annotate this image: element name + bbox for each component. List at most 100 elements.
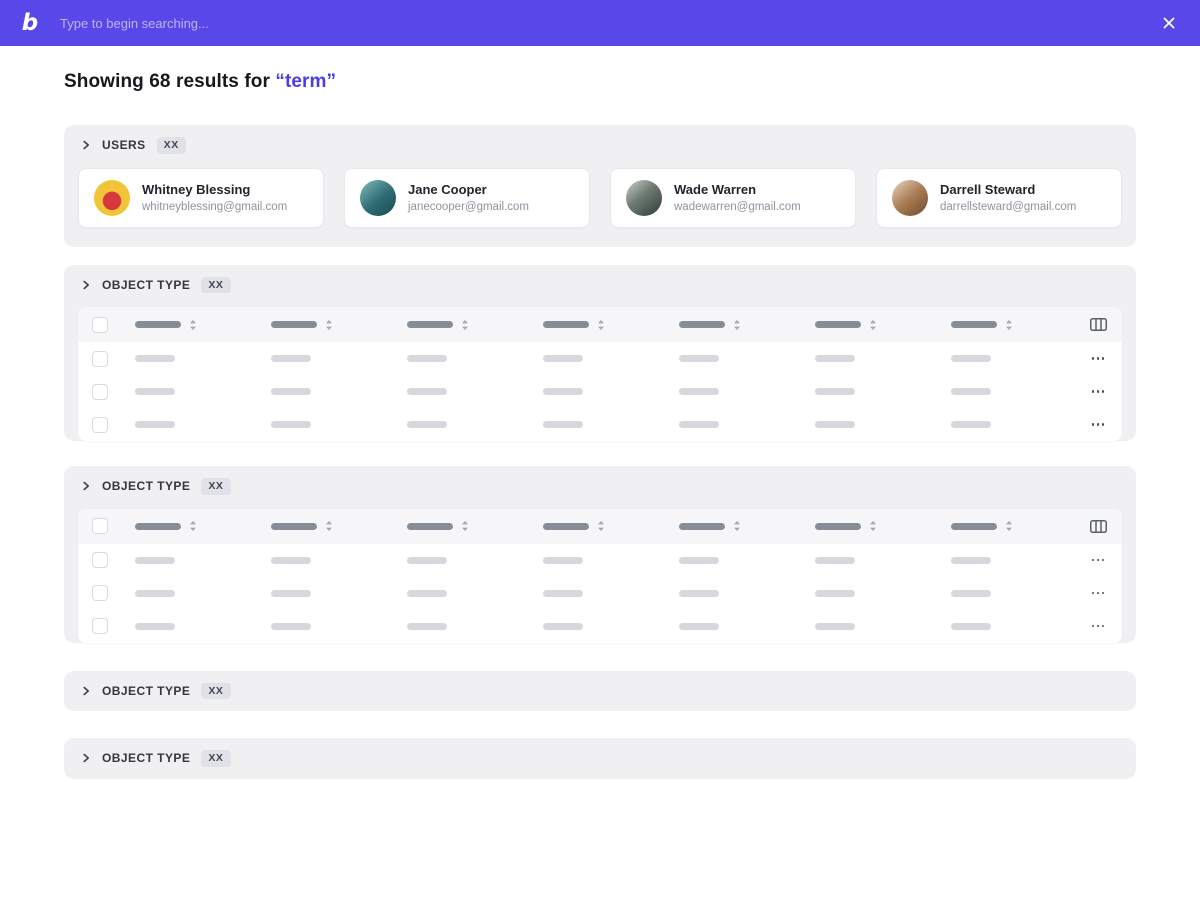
cell-placeholder <box>135 421 175 428</box>
table-row[interactable] <box>78 408 1122 441</box>
cell-placeholder <box>679 388 719 395</box>
user-card[interactable]: Whitney Blessing whitneyblessing@gmail.c… <box>78 167 324 228</box>
user-card-list: Whitney Blessing whitneyblessing@gmail.c… <box>64 166 1136 247</box>
table-row[interactable] <box>78 375 1122 408</box>
cell-placeholder <box>951 355 991 362</box>
user-name: Darrell Steward <box>940 182 1036 197</box>
column-header-placeholder <box>407 522 453 530</box>
section-users: USERS XX Whitney Blessing whitneyblessin… <box>64 125 1136 247</box>
cell-placeholder <box>543 355 583 362</box>
chevron-right-icon <box>83 686 89 696</box>
cell-placeholder <box>815 556 855 564</box>
sort-icon[interactable] <box>733 319 741 331</box>
sort-icon[interactable] <box>189 520 197 532</box>
user-card[interactable]: Darrell Steward darrellsteward@gmail.com <box>876 167 1122 228</box>
row-actions-button[interactable] <box>1088 353 1109 364</box>
column-header-placeholder <box>135 321 181 328</box>
section-object-type-2-header[interactable]: OBJECT TYPE XX <box>64 466 1136 507</box>
user-email: wadewarren@gmail.com <box>674 201 801 213</box>
row-checkbox[interactable] <box>92 552 108 568</box>
row-actions-button[interactable] <box>1088 419 1109 430</box>
cell-placeholder <box>679 355 719 362</box>
column-header-placeholder <box>679 522 725 530</box>
cell-placeholder <box>135 622 175 630</box>
select-all-checkbox[interactable] <box>92 316 108 333</box>
ellipsis-icon <box>1091 423 1105 426</box>
cell-placeholder <box>815 421 855 428</box>
table-header-row <box>78 508 1122 544</box>
search-input[interactable] <box>58 14 1140 32</box>
results-table <box>78 307 1122 441</box>
sort-icon[interactable] <box>869 520 877 532</box>
sort-icon[interactable] <box>1005 319 1013 331</box>
column-header-placeholder <box>135 522 181 530</box>
table-row[interactable] <box>78 609 1122 643</box>
sort-icon[interactable] <box>325 520 333 532</box>
cell-placeholder <box>543 421 583 428</box>
avatar <box>626 179 662 216</box>
ellipsis-icon <box>1091 591 1105 595</box>
cell-placeholder <box>951 388 991 395</box>
column-header-placeholder <box>815 321 861 328</box>
section-count-badge: XX <box>201 682 231 699</box>
row-actions-button[interactable] <box>1088 386 1109 397</box>
close-icon <box>1163 17 1175 29</box>
column-header-placeholder <box>679 321 725 328</box>
cell-placeholder <box>271 421 311 428</box>
user-card[interactable]: Wade Warren wadewarren@gmail.com <box>610 167 856 228</box>
sort-icon[interactable] <box>597 319 605 331</box>
row-actions-button[interactable] <box>1088 621 1109 632</box>
sort-icon[interactable] <box>597 520 605 532</box>
section-count-badge: XX <box>201 276 231 293</box>
user-card[interactable]: Jane Cooper janecooper@gmail.com <box>344 167 590 228</box>
select-all-checkbox[interactable] <box>92 518 108 534</box>
table-row[interactable] <box>78 576 1122 610</box>
cell-placeholder <box>407 355 447 362</box>
row-checkbox[interactable] <box>92 350 108 367</box>
table-columns-icon <box>1089 519 1107 533</box>
sort-icon[interactable] <box>869 319 877 331</box>
column-settings-button[interactable] <box>1086 314 1111 335</box>
cell-placeholder <box>135 388 175 395</box>
topbar: b <box>0 0 1200 46</box>
chevron-right-icon <box>83 140 89 150</box>
sort-icon[interactable] <box>461 319 469 331</box>
cell-placeholder <box>271 589 311 597</box>
sort-icon[interactable] <box>325 319 333 331</box>
row-checkbox[interactable] <box>92 383 108 400</box>
table-row[interactable] <box>78 543 1122 577</box>
sort-icon[interactable] <box>733 520 741 532</box>
column-header-placeholder <box>271 522 317 530</box>
column-settings-button[interactable] <box>1086 516 1111 537</box>
section-object-type-3-header[interactable]: OBJECT TYPE XX <box>64 671 1136 712</box>
cell-placeholder <box>679 622 719 630</box>
ellipsis-icon <box>1091 357 1105 360</box>
section-object-type-4: OBJECT TYPE XX <box>64 738 1136 779</box>
row-checkbox[interactable] <box>92 585 108 601</box>
column-header-placeholder <box>543 522 589 530</box>
close-button[interactable] <box>1156 10 1182 36</box>
logo-icon: b <box>21 9 39 36</box>
section-object-type-1-header[interactable]: OBJECT TYPE XX <box>64 265 1136 306</box>
avatar <box>360 179 396 216</box>
section-users-header[interactable]: USERS XX <box>64 125 1136 166</box>
cell-placeholder <box>407 622 447 630</box>
sort-icon[interactable] <box>189 319 197 331</box>
section-object-type-4-header[interactable]: OBJECT TYPE XX <box>64 738 1136 779</box>
cell-placeholder <box>543 622 583 630</box>
cell-placeholder <box>951 556 991 564</box>
sort-icon[interactable] <box>1005 520 1013 532</box>
cell-placeholder <box>543 388 583 395</box>
table-row[interactable] <box>78 342 1122 375</box>
cell-placeholder <box>407 589 447 597</box>
column-header-placeholder <box>407 321 453 328</box>
row-actions-button[interactable] <box>1088 555 1109 566</box>
section-object-type-3: OBJECT TYPE XX <box>64 670 1136 712</box>
cell-placeholder <box>407 421 447 428</box>
row-checkbox[interactable] <box>92 618 108 634</box>
search-results-page: Showing 68 results for “term” USERS XX W… <box>0 46 1200 779</box>
sort-icon[interactable] <box>461 520 469 532</box>
row-actions-button[interactable] <box>1088 588 1109 599</box>
cell-placeholder <box>271 556 311 564</box>
row-checkbox[interactable] <box>92 416 108 433</box>
